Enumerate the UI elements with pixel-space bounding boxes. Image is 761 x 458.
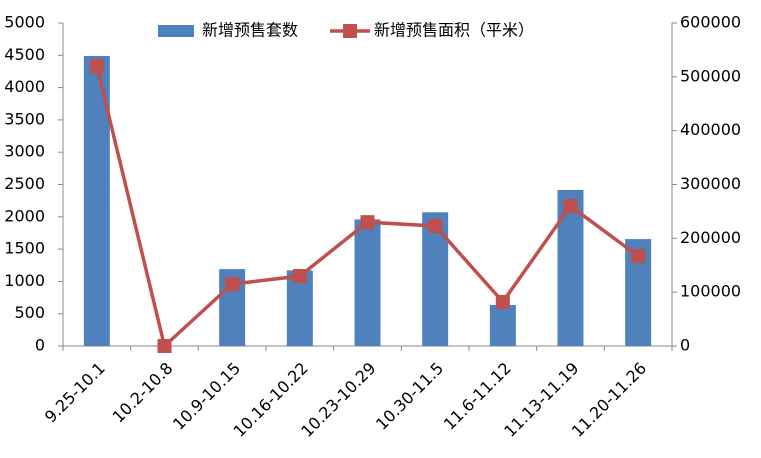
line-marker xyxy=(631,249,646,264)
y-tick-label: 2500 xyxy=(4,174,45,193)
x-tick-label: 9.25-10.1 xyxy=(41,359,109,427)
bar xyxy=(489,304,516,346)
y2-tick-label: 400000 xyxy=(680,120,741,139)
y2-tick-label: 600000 xyxy=(680,13,741,32)
line-marker xyxy=(563,199,578,214)
y-tick-label: 2000 xyxy=(4,206,45,225)
legend-label: 新增预售套数 xyxy=(202,21,298,40)
y-tick-label: 1000 xyxy=(4,271,45,290)
line-marker xyxy=(89,59,104,74)
x-tick-label: 10.30-11.5 xyxy=(372,359,447,434)
line-marker xyxy=(225,277,240,292)
legend-swatch xyxy=(158,25,194,37)
y-tick-label: 5000 xyxy=(4,13,45,32)
y2-tick-label: 500000 xyxy=(680,66,741,85)
x-tick-label: 10.2-10.8 xyxy=(109,359,177,427)
y-tick-label: 500 xyxy=(14,303,45,322)
y-tick-label: 4000 xyxy=(4,77,45,96)
line-marker xyxy=(495,294,510,309)
line-marker xyxy=(157,339,172,353)
legend-swatch xyxy=(343,24,358,38)
y-tick-label: 0 xyxy=(35,336,45,355)
x-tick-label: 10.9-10.15 xyxy=(169,359,244,434)
x-tick-label: 11.6-11.12 xyxy=(440,359,515,434)
y-tick-label: 1500 xyxy=(4,239,45,258)
y2-tick-label: 0 xyxy=(680,336,690,355)
line-marker xyxy=(428,218,443,233)
y2-tick-label: 200000 xyxy=(680,228,741,247)
line-marker xyxy=(360,215,375,230)
bar xyxy=(354,219,381,346)
legend-label: 新增预售面积（平米） xyxy=(374,21,534,40)
y2-tick-label: 100000 xyxy=(680,282,741,301)
y-tick-label: 4500 xyxy=(4,45,45,64)
line-marker xyxy=(292,269,307,284)
y-tick-label: 3000 xyxy=(4,142,45,161)
y2-tick-label: 300000 xyxy=(680,174,741,193)
y-tick-label: 3500 xyxy=(4,109,45,128)
